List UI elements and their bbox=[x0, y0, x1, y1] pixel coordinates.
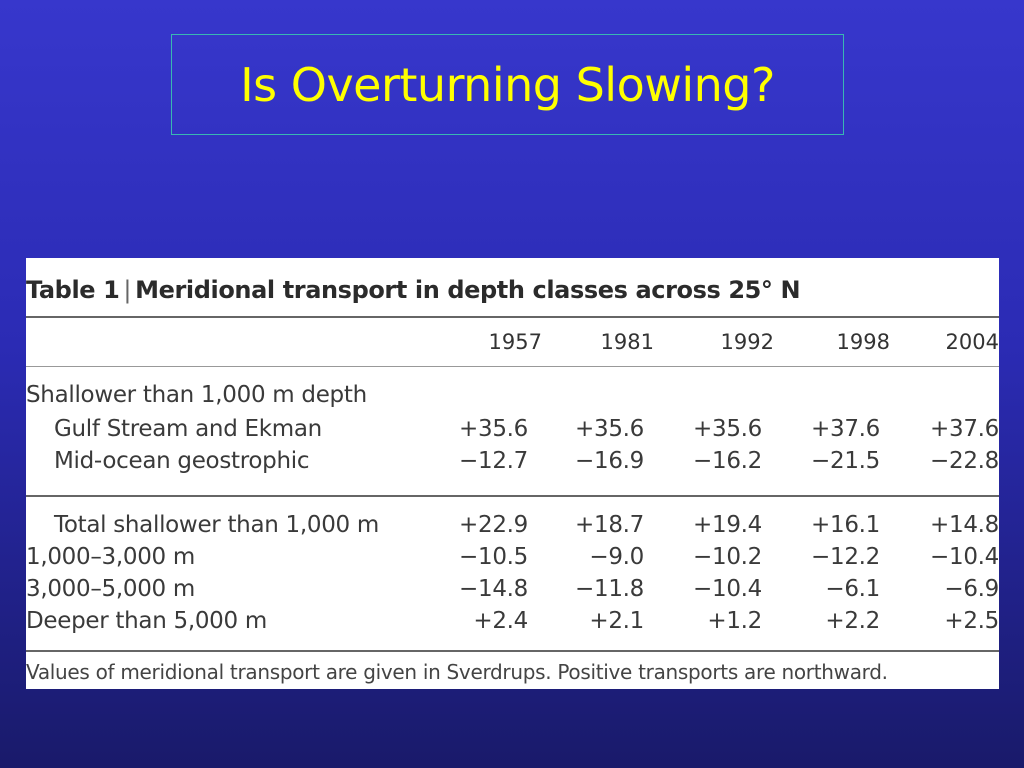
row-label: Gulf Stream and Ekman bbox=[54, 416, 322, 442]
row-label: Total shallower than 1,000 m bbox=[54, 512, 379, 538]
cell: −10.5 bbox=[459, 544, 528, 570]
row-label: Mid-ocean geostrophic bbox=[54, 448, 310, 474]
table-row: Gulf Stream and Ekman +35.6 +35.6 +35.6 … bbox=[26, 416, 999, 448]
col-header-1981: 1981 bbox=[600, 330, 654, 354]
cell: −21.5 bbox=[811, 448, 880, 474]
cell: +35.6 bbox=[459, 416, 528, 442]
col-header-1998: 1998 bbox=[836, 330, 890, 354]
table-row: Total shallower than 1,000 m +22.9 +18.7… bbox=[26, 512, 999, 544]
cell: +2.5 bbox=[944, 608, 999, 634]
cell: +19.4 bbox=[693, 512, 762, 538]
cell: −6.9 bbox=[944, 576, 999, 602]
table-caption-text: Meridional transport in depth classes ac… bbox=[135, 276, 801, 304]
cell: −14.8 bbox=[459, 576, 528, 602]
cell: +16.1 bbox=[811, 512, 880, 538]
row-label: Deeper than 5,000 m bbox=[26, 608, 267, 634]
section-heading: Shallower than 1,000 m depth bbox=[26, 382, 367, 408]
cell: −11.8 bbox=[575, 576, 644, 602]
table-footnote: Values of meridional transport are given… bbox=[26, 660, 888, 684]
cell: +2.2 bbox=[825, 608, 880, 634]
table-label: Table 1 bbox=[26, 276, 120, 304]
cell: −12.2 bbox=[811, 544, 880, 570]
cell: +37.6 bbox=[930, 416, 999, 442]
table-row: 1,000–3,000 m −10.5 −9.0 −10.2 −12.2 −10… bbox=[26, 544, 999, 576]
cell: +2.4 bbox=[473, 608, 528, 634]
cell: +35.6 bbox=[693, 416, 762, 442]
cell: −12.7 bbox=[459, 448, 528, 474]
cell: −10.2 bbox=[693, 544, 762, 570]
cell: +37.6 bbox=[811, 416, 880, 442]
table-row: Mid-ocean geostrophic −12.7 −16.9 −16.2 … bbox=[26, 448, 999, 480]
cell: −10.4 bbox=[930, 544, 999, 570]
col-header-1957: 1957 bbox=[488, 330, 542, 354]
table-caption: Table 1 | Meridional transport in depth cl… bbox=[26, 276, 801, 304]
mid-rule bbox=[26, 495, 999, 497]
table-row: 3,000–5,000 m −14.8 −11.8 −10.4 −6.1 −6.… bbox=[26, 576, 999, 608]
cell: +18.7 bbox=[575, 512, 644, 538]
bottom-rule bbox=[26, 650, 999, 652]
row-label: 3,000–5,000 m bbox=[26, 576, 196, 602]
col-header-1992: 1992 bbox=[720, 330, 774, 354]
cell: −16.2 bbox=[693, 448, 762, 474]
cell: −16.9 bbox=[575, 448, 644, 474]
cell: +22.9 bbox=[459, 512, 528, 538]
transport-table: Table 1 | Meridional transport in depth cl… bbox=[26, 258, 999, 689]
cell: +14.8 bbox=[930, 512, 999, 538]
cell: −9.0 bbox=[589, 544, 644, 570]
top-rule bbox=[26, 316, 999, 318]
table-row: Deeper than 5,000 m +2.4 +2.1 +1.2 +2.2 … bbox=[26, 608, 999, 640]
caption-separator: | bbox=[123, 276, 132, 304]
col-header-2004: 2004 bbox=[945, 330, 999, 354]
cell: −22.8 bbox=[930, 448, 999, 474]
cell: +35.6 bbox=[575, 416, 644, 442]
section-heading-row: Shallower than 1,000 m depth bbox=[26, 382, 999, 414]
slide-title: Is Overturning Slowing? bbox=[240, 57, 775, 112]
title-box: Is Overturning Slowing? bbox=[171, 34, 844, 135]
cell: +1.2 bbox=[707, 608, 762, 634]
header-rule bbox=[26, 366, 999, 367]
row-label: 1,000–3,000 m bbox=[26, 544, 196, 570]
cell: −6.1 bbox=[825, 576, 880, 602]
cell: −10.4 bbox=[693, 576, 762, 602]
cell: +2.1 bbox=[589, 608, 644, 634]
